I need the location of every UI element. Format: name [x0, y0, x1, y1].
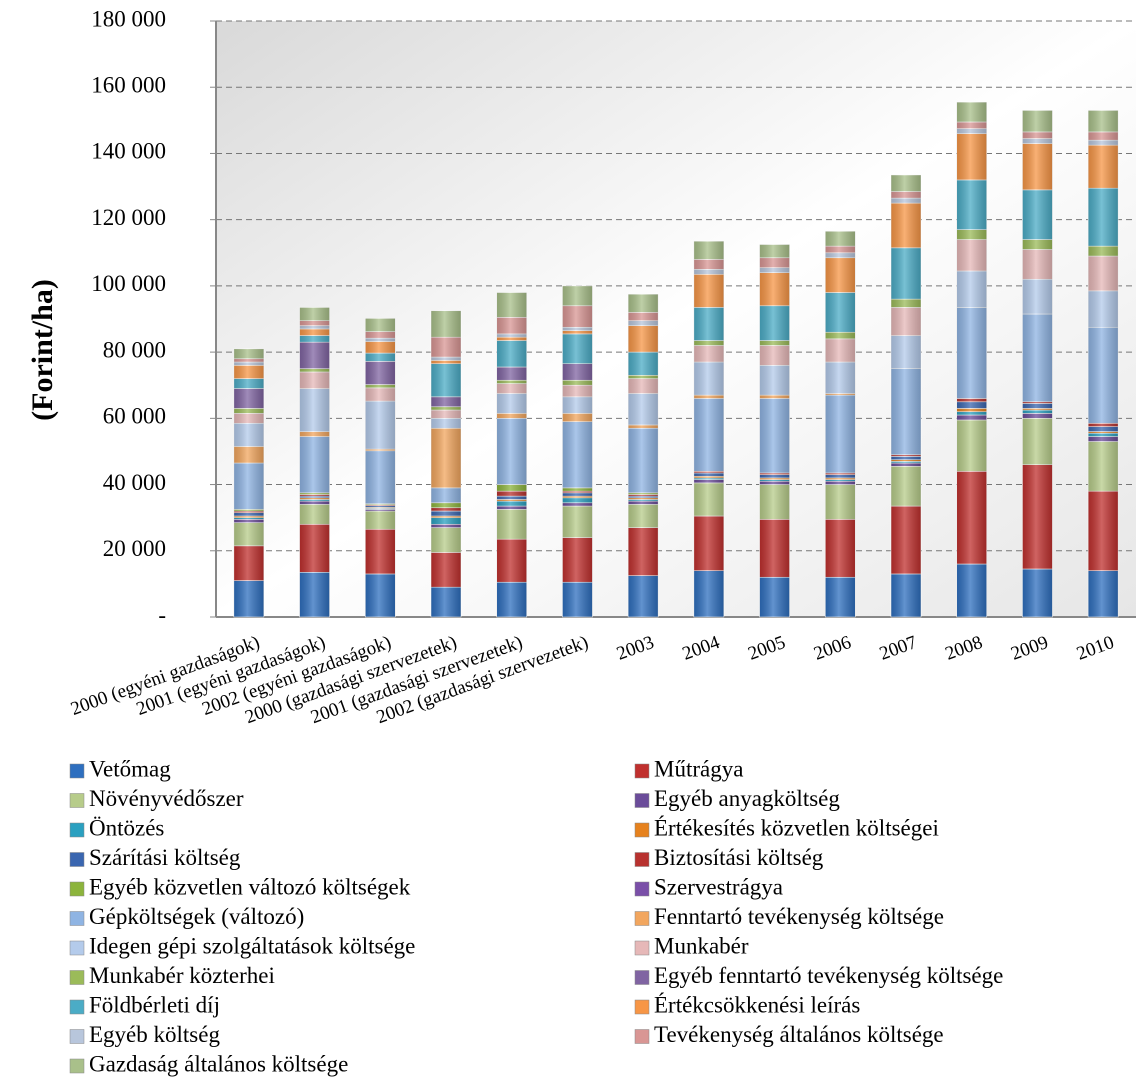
legend-label: Gazdaság általános költsége — [89, 1051, 348, 1076]
bar-shade — [628, 294, 659, 617]
legend-swatch — [634, 881, 650, 897]
x-tick-label: 2003 — [614, 632, 657, 665]
x-tick-label: 2005 — [745, 632, 788, 665]
legend-swatch — [69, 881, 85, 897]
legend-swatch — [69, 970, 85, 985]
legend-label: Gépköltségek (változó) — [89, 904, 304, 929]
legend-swatch — [69, 822, 85, 838]
bar-shade — [1022, 110, 1053, 618]
bar-shade — [562, 285, 593, 617]
legend-label: Egyéb fenntartó tevékenység költsége — [654, 963, 1003, 988]
legend-label: Idegen gépi szolgáltatások költsége — [89, 933, 415, 958]
legend-swatch — [634, 940, 650, 956]
bar-shade — [1088, 110, 1119, 618]
legend-swatch — [69, 852, 85, 867]
y-tick-label: 20 000 — [103, 536, 166, 561]
legend-label: Vetőmag — [89, 756, 171, 781]
x-tick-label: 2008 — [943, 632, 986, 665]
legend-label: Egyéb közvetlen változó költségek — [89, 874, 411, 899]
legend-label: Öntözés — [89, 815, 164, 840]
plot-area — [216, 21, 1136, 617]
legend-swatch — [634, 970, 650, 985]
y-tick-label: 140 000 — [91, 139, 166, 164]
y-tick-label: 160 000 — [91, 73, 166, 98]
y-tick-label: 180 000 — [91, 6, 166, 31]
bar-shade — [233, 348, 264, 617]
y-tick-label: 100 000 — [91, 271, 166, 296]
legend-label: Növényvédőszer — [89, 786, 244, 811]
legend-swatch — [69, 940, 85, 956]
legend-label: Egyéb anyagköltség — [654, 786, 840, 811]
legend-swatch — [69, 1029, 85, 1044]
legend-label: Földbérleti díj — [89, 992, 220, 1017]
legend-label: Munkabér közterhei — [89, 963, 275, 988]
legend-label: Értékesítés közvetlen költségei — [654, 815, 939, 840]
legend-label: Egyéb költség — [89, 1022, 220, 1047]
x-tick-label: 2007 — [877, 632, 920, 665]
legend-label: Szervestrágya — [654, 874, 783, 899]
legend-swatch — [69, 911, 85, 926]
legend-swatch — [634, 1029, 650, 1044]
bar-shade — [496, 292, 527, 617]
legend-swatch — [634, 852, 650, 867]
legend-label: Tevékenység általános költsége — [654, 1022, 944, 1047]
legend-swatch — [634, 793, 650, 808]
legend-swatch — [69, 999, 85, 1015]
legend-label: Értékcsökkenési leírás — [654, 992, 860, 1017]
legend-swatch — [69, 1058, 85, 1074]
bar-shade — [299, 307, 330, 617]
x-tick-label: 2004 — [680, 632, 723, 665]
legend-label: Műtrágya — [654, 756, 743, 781]
x-tick-label: 2010 — [1074, 632, 1117, 665]
legend-swatch — [69, 793, 85, 808]
y-tick-label: 60 000 — [103, 404, 166, 429]
legend-swatch — [69, 763, 85, 779]
x-tick-label: 2009 — [1008, 632, 1051, 665]
y-tick-label: 40 000 — [103, 470, 166, 495]
x-tick-label: 2006 — [811, 632, 854, 665]
legend-swatch — [634, 822, 650, 838]
bar-shade — [956, 102, 987, 618]
bar-shade — [365, 318, 396, 617]
legend-swatch — [634, 911, 650, 926]
legend-label: Fenntartó tevékenység költsége — [654, 904, 944, 929]
legend-label: Szárítási költség — [89, 845, 241, 870]
legend-label: Biztosítási költség — [654, 845, 824, 870]
legend-label: Munkabér — [654, 933, 749, 958]
bar-shade — [891, 174, 921, 617]
y-tick-label: 120 000 — [91, 205, 166, 230]
bar-shade — [431, 310, 461, 617]
bar-shade — [759, 244, 790, 617]
legend-swatch — [634, 763, 650, 779]
y-tick-label: 80 000 — [103, 337, 166, 362]
y-axis-label: (Forint/ha) — [26, 279, 59, 421]
bar-shade — [825, 231, 856, 617]
bar-shade — [693, 241, 724, 617]
y-tick-label: - — [158, 602, 166, 627]
legend-swatch — [634, 999, 650, 1015]
